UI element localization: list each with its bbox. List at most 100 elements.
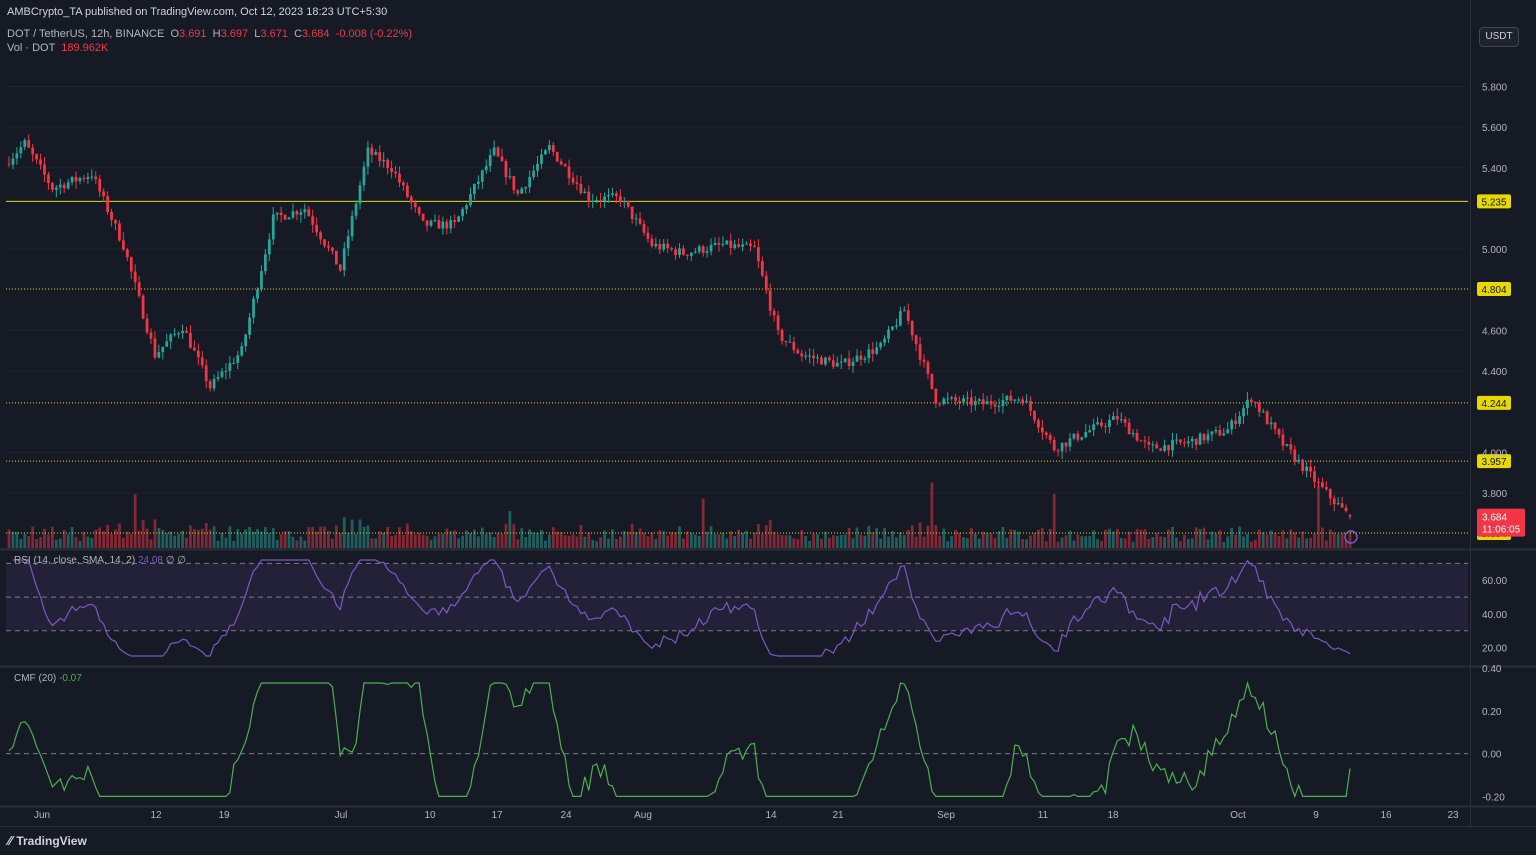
volume-bar bbox=[1009, 529, 1013, 548]
candle-body bbox=[654, 243, 658, 247]
volume-bar bbox=[271, 527, 275, 548]
candle-body bbox=[323, 239, 326, 246]
volume-bar bbox=[1242, 536, 1245, 548]
volume-bar bbox=[1111, 531, 1115, 548]
price-tick-label: 5.600 bbox=[1482, 123, 1507, 134]
volume-bar bbox=[157, 528, 161, 548]
candle-body bbox=[98, 179, 102, 192]
candle-body bbox=[1048, 435, 1052, 440]
rsi-title[interactable]: RSI (14, close, SMA, 14, 2) 24.08 ∅ ∅ bbox=[14, 555, 186, 566]
volume-bar bbox=[938, 535, 942, 548]
volume-bar bbox=[260, 531, 263, 548]
candle-body bbox=[721, 244, 725, 246]
volume-bar bbox=[1301, 531, 1305, 548]
candle-body bbox=[871, 349, 875, 354]
volume-bar bbox=[914, 536, 918, 548]
volume-bar bbox=[796, 539, 800, 548]
candle-body bbox=[181, 330, 184, 334]
volume-bar bbox=[315, 531, 319, 548]
time-tick-label: 10 bbox=[424, 810, 436, 821]
volume-bar bbox=[106, 524, 109, 548]
volume-bar bbox=[137, 530, 141, 548]
level-label-bg bbox=[1477, 454, 1511, 469]
candle-body bbox=[74, 176, 78, 182]
candle-body bbox=[1194, 438, 1198, 445]
volume-bar bbox=[591, 539, 595, 548]
candle-body bbox=[1021, 399, 1025, 403]
volume-bar bbox=[212, 526, 216, 548]
volume-bar bbox=[1131, 541, 1135, 548]
candle-body bbox=[1175, 439, 1178, 441]
candle-body bbox=[1147, 441, 1151, 445]
volume-bar bbox=[15, 531, 19, 548]
candle-body bbox=[86, 176, 90, 179]
brand-label: TradingView bbox=[16, 833, 87, 848]
close-value: 3.684 bbox=[302, 28, 330, 40]
volume-bar bbox=[86, 536, 90, 548]
volume-bar bbox=[871, 532, 875, 548]
volume-bar bbox=[480, 527, 484, 548]
volume-bar bbox=[267, 533, 271, 548]
candle-body bbox=[737, 244, 741, 247]
cmf-title[interactable]: CMF (20) -0.07 bbox=[14, 673, 82, 684]
volume-bar bbox=[374, 538, 378, 548]
candle-body bbox=[717, 242, 721, 245]
volume-bar bbox=[820, 538, 823, 548]
candle-body bbox=[914, 335, 918, 345]
symbol-title[interactable]: DOT / TetherUS, 12h, BINANCE bbox=[7, 28, 165, 40]
candle-body bbox=[1332, 498, 1336, 505]
candle-body bbox=[256, 289, 259, 299]
volume-bar bbox=[524, 537, 528, 548]
candle-body bbox=[39, 159, 42, 165]
price-tick-label: 4.600 bbox=[1482, 326, 1507, 337]
volume-bar bbox=[721, 532, 725, 548]
rsi-extra: ∅ ∅ bbox=[165, 555, 186, 566]
candle-body bbox=[275, 212, 279, 215]
volume-bar bbox=[843, 534, 847, 548]
candle-body bbox=[630, 206, 634, 219]
candle-body bbox=[1226, 429, 1230, 434]
candle-body bbox=[129, 257, 133, 272]
candle-body bbox=[1202, 433, 1206, 441]
time-tick-label: Jun bbox=[34, 810, 50, 821]
volume-label[interactable]: Vol · DOT bbox=[7, 42, 56, 54]
candle-body bbox=[1076, 433, 1080, 440]
candle-body bbox=[1025, 400, 1028, 403]
candle-body bbox=[1277, 429, 1281, 435]
candle-body bbox=[1186, 441, 1190, 444]
candle-body bbox=[224, 370, 228, 372]
volume-bar bbox=[654, 539, 658, 548]
volume-bar bbox=[678, 526, 681, 548]
volume-bar bbox=[370, 538, 374, 548]
price-candles bbox=[7, 134, 1352, 520]
candle-body bbox=[1328, 489, 1332, 499]
volume-bar bbox=[177, 533, 180, 548]
rsi-value: 24.08 bbox=[137, 555, 163, 566]
candle-body bbox=[196, 350, 200, 358]
candle-body bbox=[1052, 439, 1056, 451]
candle-body bbox=[433, 220, 437, 222]
volume-bar bbox=[682, 538, 685, 548]
tradingview-brand[interactable]: ⁄⁄ TradingView bbox=[8, 833, 87, 848]
volume-bar bbox=[90, 538, 94, 548]
volume-bar bbox=[413, 534, 417, 548]
volume-bar bbox=[551, 527, 555, 548]
volume-bar bbox=[350, 519, 354, 548]
volume-bar bbox=[469, 533, 472, 548]
volume-bar bbox=[729, 531, 733, 548]
volume-bar bbox=[1119, 537, 1123, 548]
candle-body bbox=[1182, 442, 1186, 444]
volume-bar bbox=[1214, 533, 1218, 548]
candle-body bbox=[733, 244, 737, 249]
volume-bar bbox=[327, 530, 330, 548]
currency-button[interactable]: USDT bbox=[1479, 27, 1519, 47]
volume-bar bbox=[1246, 533, 1249, 548]
volume-bar bbox=[1056, 541, 1060, 548]
candle-body bbox=[674, 249, 677, 256]
volume-bars bbox=[7, 482, 1352, 548]
candle-body bbox=[918, 344, 922, 360]
volume-bar bbox=[496, 532, 500, 548]
candle-body bbox=[1297, 459, 1301, 462]
candle-body bbox=[445, 221, 449, 229]
